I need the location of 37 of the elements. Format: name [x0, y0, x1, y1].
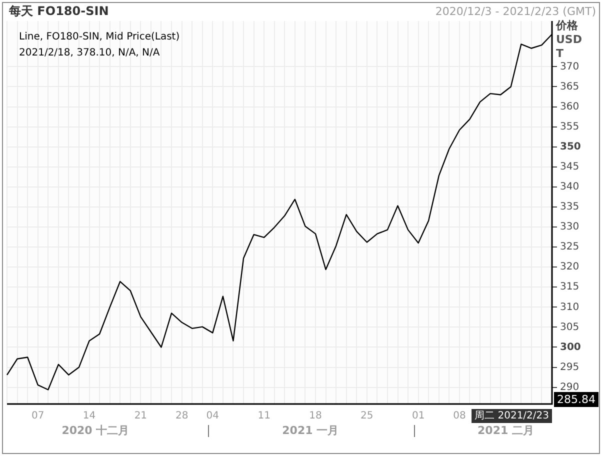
- y-tick-label: 350: [560, 141, 581, 152]
- x-tick-label: 25: [360, 410, 374, 422]
- annotation: 2021/2/18, 378.10, N/A, N/A: [19, 48, 160, 59]
- y-tick-label: 305: [560, 322, 580, 333]
- text: 2021 一月: [282, 424, 339, 437]
- y-tick-label: 370: [560, 61, 580, 72]
- y-tick-label: 340: [560, 182, 580, 193]
- y-tick-label: 315: [560, 282, 580, 293]
- y-tick-label: 310: [560, 302, 580, 313]
- x-tick-label: 14: [82, 410, 96, 422]
- x-tick-label: 21: [134, 410, 148, 422]
- x-tick-label: 28: [175, 410, 188, 422]
- annotation: Line, FO180-SIN, Mid Price(Last): [19, 32, 180, 43]
- text: 285.84: [557, 392, 596, 406]
- y-tick-label: 335: [560, 202, 580, 213]
- y-tick-label: 295: [560, 362, 580, 373]
- x-tick-label: 07: [31, 410, 44, 422]
- text: 周二 2021/2/23: [474, 410, 549, 422]
- y-tick-label: 360: [560, 101, 580, 112]
- chart-subtitle: 2020/12/3 - 2021/2/23 (GMT): [435, 4, 596, 18]
- text: 2021 二月: [478, 424, 534, 437]
- text: 2020 十二月: [62, 424, 130, 437]
- y-tick-label: 330: [560, 222, 580, 233]
- y-tick-label: 345: [560, 161, 580, 172]
- y-tick-label: 325: [560, 242, 580, 253]
- y-tick-label: 320: [560, 262, 580, 273]
- x-tick-label: 08: [453, 410, 466, 422]
- y-tick-label: 355: [560, 121, 580, 132]
- x-tick-label: 01: [412, 410, 425, 422]
- y-axis-title: 价格 USD T: [555, 18, 582, 60]
- x-tick-label: 18: [309, 410, 322, 422]
- y-tick-label: 290: [560, 382, 580, 393]
- y-tick-label: 300: [560, 342, 581, 353]
- x-tick-label: 04: [206, 410, 220, 422]
- chart-title: 每天 FO180-SIN: [8, 4, 109, 18]
- y-tick-label: 365: [560, 81, 580, 92]
- x-tick-label: 11: [258, 410, 270, 422]
